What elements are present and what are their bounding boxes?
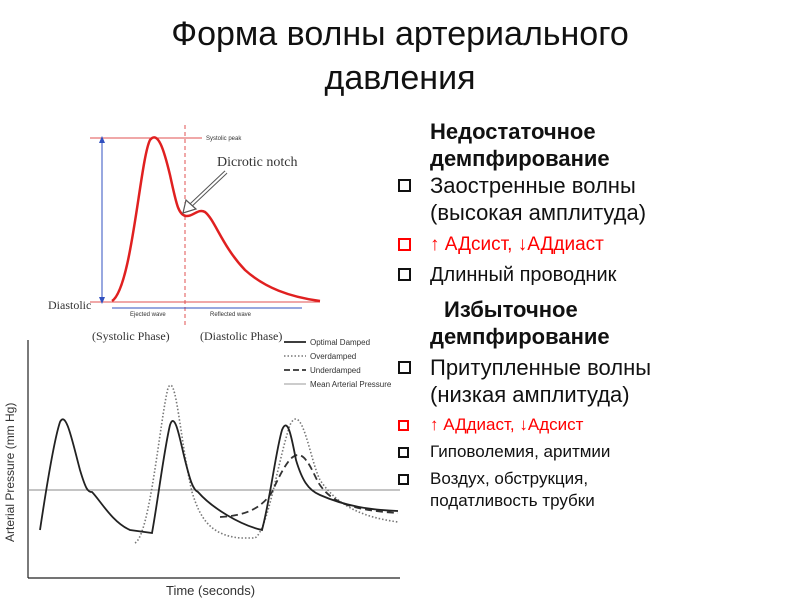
- underdamping-heading-line1: Недостаточное: [430, 119, 596, 144]
- slide-title: Форма волны артериального давления: [70, 12, 730, 100]
- checkbox-icon: [398, 268, 411, 281]
- checkbox-icon: [398, 238, 411, 251]
- bullet-long-tubing-text: Длинный проводник: [430, 264, 617, 286]
- checkbox-icon: [398, 447, 409, 458]
- bullet-blunted-waves-line2: (низкая амплитуда): [430, 382, 630, 407]
- overdamped-curve: [134, 384, 399, 544]
- notch-arrow-shaft-inner: [189, 171, 227, 207]
- bullet-over-pressure: ↑ АДдиаст, ↓Адсист: [388, 414, 793, 436]
- arterial-waveform: [111, 136, 321, 303]
- bullet-sharp-waves-line1: Заостренные волны: [430, 173, 636, 198]
- x-axis-label: Time (seconds): [166, 583, 255, 598]
- damping-comparison-figure: Arterial Pressure (mm Hg) Time (seconds)…: [3, 338, 400, 598]
- overdamping-heading-line2: демпфирование: [430, 324, 610, 349]
- overdamping-heading-line1: Избыточное: [444, 297, 578, 322]
- notch-arrow-head: [182, 198, 198, 214]
- legend: Optimal Damped Overdamped Underdamped Me…: [284, 338, 392, 389]
- checkbox-icon: [398, 361, 411, 374]
- axis-arrow-top: [99, 136, 105, 143]
- legend-map-label: Mean Arterial Pressure: [310, 380, 392, 389]
- systolic-phase-label: (Systolic Phase): [92, 329, 170, 343]
- bullet-blunted-waves: Притупленные волны (низкая амплитуда): [388, 354, 793, 408]
- bullet-list: Недостаточное демпфирование Заостренные …: [388, 118, 793, 512]
- bullet-sharp-waves-line2: (высокая амплитуда): [430, 200, 647, 225]
- reflected-wave-label: Reflected wave: [210, 312, 252, 318]
- bullet-air-obstruction-line2: податливость трубки: [430, 491, 595, 510]
- bullet-blunted-waves-line1: Притупленные волны: [430, 355, 652, 380]
- bullet-air-obstruction-line1: Воздух, обструкция,: [430, 469, 589, 488]
- bullet-under-pressure-text: ↑ АДсист, ↓АДдиаст: [430, 234, 604, 255]
- slide-title-line2: давления: [324, 59, 476, 97]
- underdamping-heading: Недостаточное демпфирование: [388, 118, 793, 172]
- bullet-air-obstruction: Воздух, обструкция, податливость трубки: [388, 468, 793, 512]
- checkbox-icon: [398, 420, 409, 431]
- checkbox-icon: [398, 179, 411, 192]
- checkbox-icon: [398, 474, 409, 485]
- bullet-sharp-waves: Заостренные волны (высокая амплитуда): [388, 172, 793, 226]
- diastolic-phase-label: (Diastolic Phase): [200, 329, 282, 343]
- dicrotic-notch-label: Dicrotic notch: [217, 155, 297, 170]
- bullet-hypovolemia: Гиповолемия, аритмии: [388, 441, 793, 463]
- underdamping-heading-line2: демпфирование: [430, 146, 610, 171]
- legend-underdamped-label: Underdamped: [310, 366, 361, 375]
- y-axis-label: Arterial Pressure (mm Hg): [3, 403, 17, 542]
- bullet-over-pressure-text: ↑ АДдиаст, ↓Адсист: [430, 415, 584, 434]
- arterial-waveform-figure: Systolic peak Ejected wave Reflected wav…: [48, 125, 321, 343]
- overdamping-heading: Избыточное демпфирование: [388, 296, 793, 350]
- optimal-damped-curve: [39, 418, 399, 535]
- diastolic-label: Diastolic: [48, 298, 91, 312]
- systolic-peak-label: Systolic peak: [206, 136, 242, 142]
- legend-overdamped-label: Overdamped: [310, 352, 356, 361]
- slide-title-line1: Форма волны артериального: [171, 15, 629, 53]
- axis-arrow-bottom: [99, 297, 105, 304]
- bullet-under-pressure: ↑ АДсист, ↓АДдиаст: [388, 232, 793, 258]
- legend-optimal-label: Optimal Damped: [310, 338, 370, 347]
- bullet-long-tubing: Длинный проводник: [388, 262, 793, 288]
- bullet-hypovolemia-text: Гиповолемия, аритмии: [430, 442, 611, 461]
- ejected-wave-label: Ejected wave: [130, 312, 166, 318]
